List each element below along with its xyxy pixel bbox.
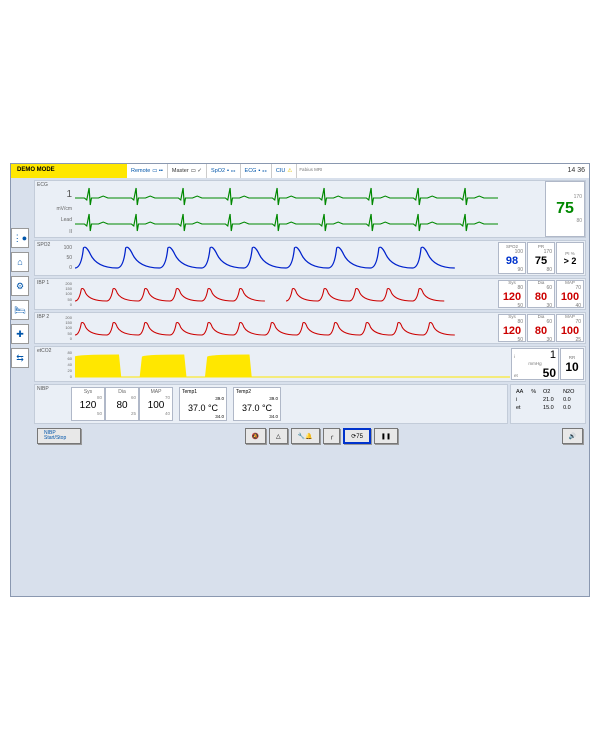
ciu-status[interactable]: CIU ⚠ <box>272 164 297 178</box>
signal-icon: ▪ ⚏ <box>258 168 266 174</box>
trend-button[interactable]: ╭ <box>323 428 341 444</box>
alarm-silence-button[interactable]: 🔕 <box>245 428 266 444</box>
signal-icon: ▪ ⚏ <box>227 168 235 174</box>
ibp2-map: MAP7010025 <box>556 314 584 342</box>
gear-icon[interactable]: ⚙ <box>11 276 29 296</box>
ecg-unit: mV/cm <box>56 206 72 212</box>
pr-value-box: PR 170 75 80 <box>527 242 555 274</box>
top-bar: DEMO MODE Remote ▭ ▪▪ Master ▭ ✓ SpO2 ▪ … <box>11 164 589 178</box>
remote-status[interactable]: Remote ▭ ▪▪ <box>127 164 168 178</box>
spo2-numerics: SPO2 100 98 90 PR 170 75 80 PI % > 2 <box>497 241 585 275</box>
ecg-left: 1 mV/cm Lead II <box>35 181 75 237</box>
table-row: i21.00.0 <box>515 397 581 403</box>
hr-hi: 170 <box>574 194 582 200</box>
pause-button[interactable]: ❚❚ <box>374 428 398 444</box>
nibp-dia: Dia608025 <box>105 387 139 421</box>
ecg-status[interactable]: ECG ▪ ⚏ <box>241 164 272 178</box>
bottom-row: NIBP Sys8012050 Dia608025 MAP7010040 Tem… <box>34 384 586 424</box>
demo-mode-badge: DEMO MODE <box>11 164 127 178</box>
ecg-lead-val: II <box>69 229 72 235</box>
refresh-icon: ⟳75 <box>351 433 363 440</box>
ibp1-waveform <box>75 279 497 309</box>
alarm-config-icon: 🔧🔔 <box>298 433 313 440</box>
ecg-numeric: 170 75 80 <box>545 181 585 237</box>
valve-icon[interactable]: ⇆ <box>11 348 29 368</box>
nibp-title: NIBP <box>37 386 49 392</box>
ecg-scale: 1 <box>66 189 72 200</box>
heart-rate: 75 <box>556 200 574 218</box>
clock: 14 36 <box>563 164 589 178</box>
etco2-numerics: i1 mmHg et50 RR 10 <box>510 347 585 381</box>
users-icon[interactable]: ⋮● <box>11 228 29 248</box>
device-label: Fabius MRI <box>297 164 324 178</box>
alarm-config-button[interactable]: 🔧🔔 <box>291 428 320 444</box>
ibp1-panel: IBP 1 200 150 100 50 0 Sys8012050 Dia608… <box>34 278 586 310</box>
ibp2-sys: Sys8012050 <box>498 314 526 342</box>
ibp1-sys: Sys8012050 <box>498 280 526 308</box>
ibp2-panel: IBP 2 200 150 100 50 0 Sys8012050 Dia608… <box>34 312 586 344</box>
master-label: Master <box>172 168 189 174</box>
etco2-panel: etCO2 80 60 40 20 0 i1 mmHg <box>34 346 586 382</box>
ecg-panel: ECG 1 mV/cm Lead II <box>34 180 586 238</box>
ibp2-title: IBP 2 <box>37 314 49 320</box>
trend-icon: ╭ <box>330 433 334 440</box>
ecg-waveform <box>75 181 545 237</box>
ibp1-title: IBP 1 <box>37 280 49 286</box>
ibp2-dia: Dia608030 <box>527 314 555 342</box>
master-status[interactable]: Master ▭ ✓ <box>168 164 207 178</box>
nibp-values: Sys8012050 Dia608025 MAP7010040 <box>71 387 173 421</box>
nibp-map: MAP7010040 <box>139 387 173 421</box>
volume-button[interactable]: 🔊 <box>562 428 583 444</box>
ibp1-dia: Dia608030 <box>527 280 555 308</box>
pause-icon: ❚❚ <box>381 433 391 440</box>
footer-toolbar: NIBP Start/Stop 🔕 △ 🔧🔔 ╭ ⟳75 ❚❚ 🔊 <box>34 426 586 446</box>
nibp-sys: Sys8012050 <box>71 387 105 421</box>
bed-icon[interactable]: 🛏 <box>11 300 29 320</box>
ibp1-numerics: Sys8012050 Dia608030 MAP7010040 <box>497 279 585 309</box>
gas-table: AA%O2N2O i21.00.0 et15.00.0 <box>513 387 583 413</box>
pi-value-box: PI % > 2 <box>556 242 584 274</box>
spo2-status[interactable]: SpO2 ▪ ⚏ <box>207 164 241 178</box>
check-icon: ▭ ✓ <box>191 168 202 174</box>
etco2-waveform <box>75 347 510 381</box>
alarm-limits-icon: △ <box>276 433 281 440</box>
ibp2-waveform <box>75 313 497 343</box>
hr-lo: 80 <box>576 218 582 224</box>
ciu-label: CIU <box>276 168 285 174</box>
monitor-screen: DEMO MODE Remote ▭ ▪▪ Master ▭ ✓ SpO2 ▪ … <box>10 163 590 597</box>
ecg-lead-label: Lead <box>61 217 72 223</box>
warn-icon: ⚠ <box>287 168 292 174</box>
main-area: ECG 1 mV/cm Lead II <box>31 178 589 596</box>
clipboard-icon[interactable]: ✚ <box>11 324 29 344</box>
ibp2-numerics: Sys8012050 Dia608030 MAP7010025 <box>497 313 585 343</box>
remote-label: Remote <box>131 168 150 174</box>
ecg-title: ECG <box>37 182 48 188</box>
ecg-label: ECG <box>245 168 257 174</box>
alarm-silence-icon: 🔕 <box>252 433 259 440</box>
etco2-title: etCO2 <box>37 348 51 354</box>
etco2-rr: RR 10 <box>560 348 584 380</box>
sidebar: ⋮● ⌂ ⚙ 🛏 ✚ ⇆ <box>11 178 31 596</box>
nibp-start-stop-button[interactable]: NIBP Start/Stop <box>37 428 81 444</box>
etco2-i-et: i1 mmHg et50 <box>511 348 559 380</box>
gas-panel: AA%O2N2O i21.00.0 et15.00.0 <box>510 384 586 424</box>
refresh-button[interactable]: ⟳75 <box>343 428 371 444</box>
signal-icon: ▭ ▪▪ <box>152 168 163 174</box>
nibp-panel: NIBP Sys8012050 Dia608025 MAP7010040 Tem… <box>34 384 508 424</box>
spo2-waveform <box>75 241 497 275</box>
spo2-value-box: SPO2 100 98 90 <box>498 242 526 274</box>
alarm-limits-button[interactable]: △ <box>269 428 288 444</box>
temp2-box: Temp239.037.0 °C34.0 <box>233 387 281 421</box>
volume-icon: 🔊 <box>569 433 576 440</box>
home-icon[interactable]: ⌂ <box>11 252 29 272</box>
spo2-panel: SPO2 100 50 0 SPO2 100 98 90 <box>34 240 586 276</box>
ibp1-map: MAP7010040 <box>556 280 584 308</box>
table-row: et15.00.0 <box>515 405 581 411</box>
spo2-title: SPO2 <box>37 242 50 248</box>
spo2-label: SpO2 <box>211 168 225 174</box>
temp1-box: Temp139.037.0 °C34.0 <box>179 387 227 421</box>
